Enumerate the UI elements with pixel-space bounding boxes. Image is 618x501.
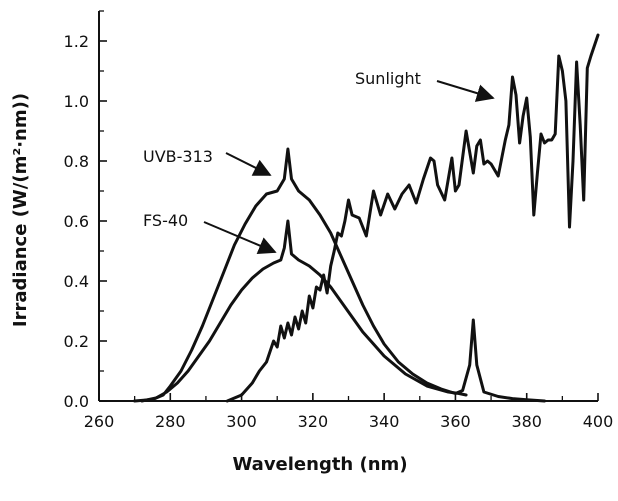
y-tick-label: 1.2 [64,32,89,51]
x-tick-label: 380 [511,412,542,431]
x-tick-label: 280 [155,412,186,431]
x-axis-title: Wavelength (nm) [232,454,407,475]
series-line-uvb-313 [133,147,546,403]
y-tick-label: 1.0 [64,92,89,111]
x-tick-label: 260 [84,412,115,431]
series-layer [133,33,600,403]
annotation-sunlight-arrow [436,80,495,102]
x-tick-label: 360 [440,412,471,431]
x-ticks: 260 280 300 320 340 360 380 400 [84,393,614,431]
annotation-sunlight-label: Sunlight [355,69,421,88]
annotations: UVB-313 FS-40 Sunlight [143,69,495,254]
x-tick-label: 340 [369,412,400,431]
y-tick-label: 0.2 [64,332,89,351]
y-tick-label: 0.0 [64,392,89,411]
x-tick-label: 300 [226,412,257,431]
annotation-fs-40-label: FS-40 [143,211,188,230]
x-tick-label: 400 [583,412,614,431]
annotation-uvb-313-label: UVB-313 [143,147,213,166]
series-line-sunlight [225,33,600,403]
annotation-fs-40-arrow [203,221,277,254]
annotation-uvb-313-arrow [225,152,272,176]
series-line-fs-40 [140,219,468,403]
y-tick-label: 0.8 [64,152,89,171]
y-ticks: 0.0 0.2 0.4 0.6 0.8 1.0 1.2 [64,10,107,411]
y-axis-title: Irradiance (W/(m²·nm)) [10,93,31,327]
x-tick-label: 320 [298,412,329,431]
y-tick-label: 0.4 [64,272,89,291]
y-tick-label: 0.6 [64,212,89,231]
